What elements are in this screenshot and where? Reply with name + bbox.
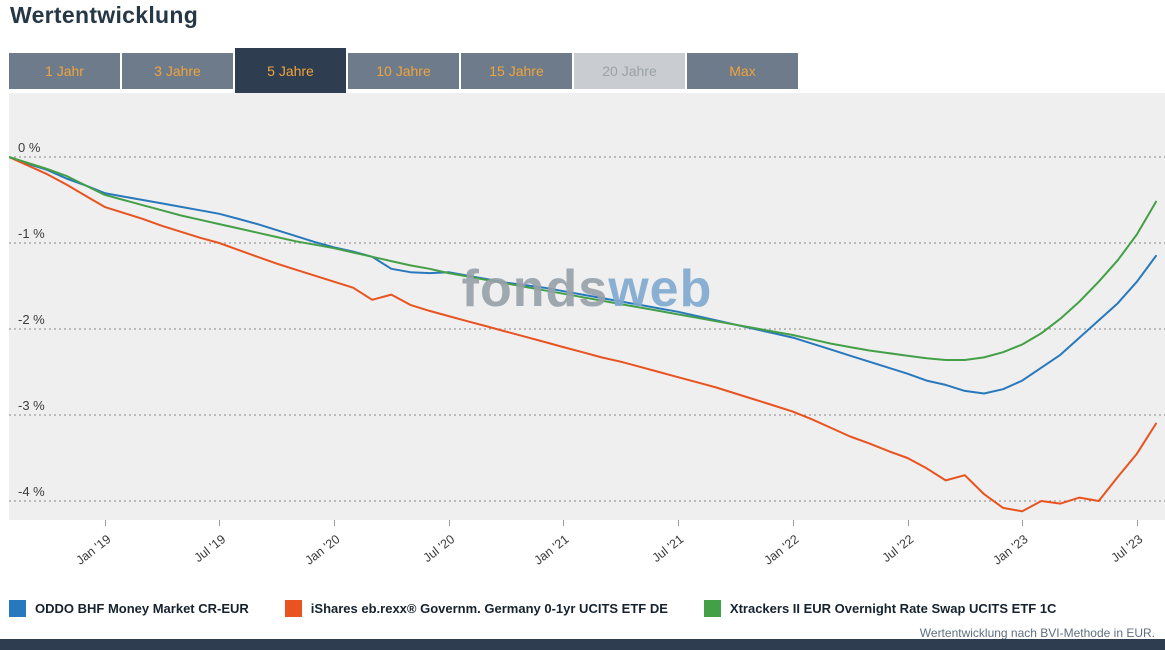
- x-tick-label: Jul '22: [879, 532, 917, 566]
- tab-10-jahre[interactable]: 10 Jahre: [348, 53, 459, 89]
- x-tick-label: Jul '19: [191, 532, 228, 566]
- x-tick-mark: [792, 520, 794, 526]
- x-tick-mark: [448, 520, 450, 526]
- x-tick-label: Jul '23: [1108, 532, 1146, 566]
- tab-max[interactable]: Max: [687, 53, 798, 89]
- tab-1-jahr[interactable]: 1 Jahr: [9, 53, 120, 89]
- legend-swatch-orange: [284, 600, 302, 617]
- y-tick-label: -1 %: [18, 226, 45, 241]
- period-tabs: 1 Jahr 3 Jahre 5 Jahre 10 Jahre 15 Jahre…: [9, 48, 798, 93]
- y-tick-label: -3 %: [18, 398, 45, 413]
- x-tick-mark: [334, 520, 335, 526]
- x-tick-mark: [104, 520, 106, 526]
- methodology-note: Wertentwicklung nach BVI-Methode in EUR.: [919, 626, 1155, 640]
- y-tick-label: -4 %: [18, 484, 45, 499]
- y-tick-label: 0 %: [18, 140, 41, 155]
- tab-15-jahre[interactable]: 15 Jahre: [461, 53, 572, 89]
- tab-3-jahre[interactable]: 3 Jahre: [122, 53, 233, 89]
- legend-item-xtrackers: Xtrackers II EUR Overnight Rate Swap UCI…: [703, 600, 1057, 617]
- watermark-text-web: web: [608, 260, 713, 318]
- legend-label-xtrackers: Xtrackers II EUR Overnight Rate Swap UCI…: [729, 601, 1057, 616]
- x-tick-label: Jul '21: [649, 532, 687, 566]
- watermark-text-fonds: fonds: [461, 260, 609, 318]
- x-tick-label: Jan '21: [531, 532, 573, 568]
- x-tick-mark: [678, 520, 680, 526]
- x-tick-label: Jan '19: [73, 532, 114, 568]
- tab-5-jahre[interactable]: 5 Jahre: [235, 48, 346, 93]
- legend-item-oddo: ODDO BHF Money Market CR-EUR: [9, 600, 249, 617]
- x-tick-label: Jan '20: [302, 532, 343, 568]
- x-tick-mark: [563, 520, 565, 526]
- legend-swatch-green: [703, 600, 721, 617]
- x-tick-label: Jan '22: [761, 532, 802, 568]
- chart-panel: fondsweb 0 % -1 % -2 % -3 % -4 %: [9, 93, 1165, 520]
- x-tick-label: Jul '20: [420, 532, 458, 566]
- x-tick-mark: [219, 520, 221, 526]
- legend-swatch-blue: [9, 600, 26, 617]
- performance-line-chart: [9, 156, 1165, 513]
- legend-label-oddo: ODDO BHF Money Market CR-EUR: [35, 601, 249, 616]
- page-title: Wertentwicklung: [10, 2, 199, 28]
- x-tick-mark: [1136, 520, 1138, 526]
- bottom-bar: [0, 639, 1165, 650]
- legend: ODDO BHF Money Market CR-EUR iShares eb.…: [9, 600, 1056, 617]
- legend-item-ishares: iShares eb.rexx® Governm. Germany 0-1yr …: [284, 600, 668, 617]
- x-axis: Jan '19 Jul '19 Jan '20 Jul '20 Jan '21 Jul '…: [9, 520, 1165, 584]
- legend-label-ishares: iShares eb.rexx® Governm. Germany 0-1yr …: [310, 601, 668, 616]
- x-tick-mark: [907, 520, 909, 526]
- x-tick-mark: [1022, 520, 1024, 526]
- fondsweb-watermark: fondsweb: [462, 259, 713, 319]
- x-tick-label: Jan '23: [990, 532, 1031, 568]
- y-tick-label: -2 %: [18, 312, 45, 327]
- tab-20-jahre: 20 Jahre: [574, 53, 685, 89]
